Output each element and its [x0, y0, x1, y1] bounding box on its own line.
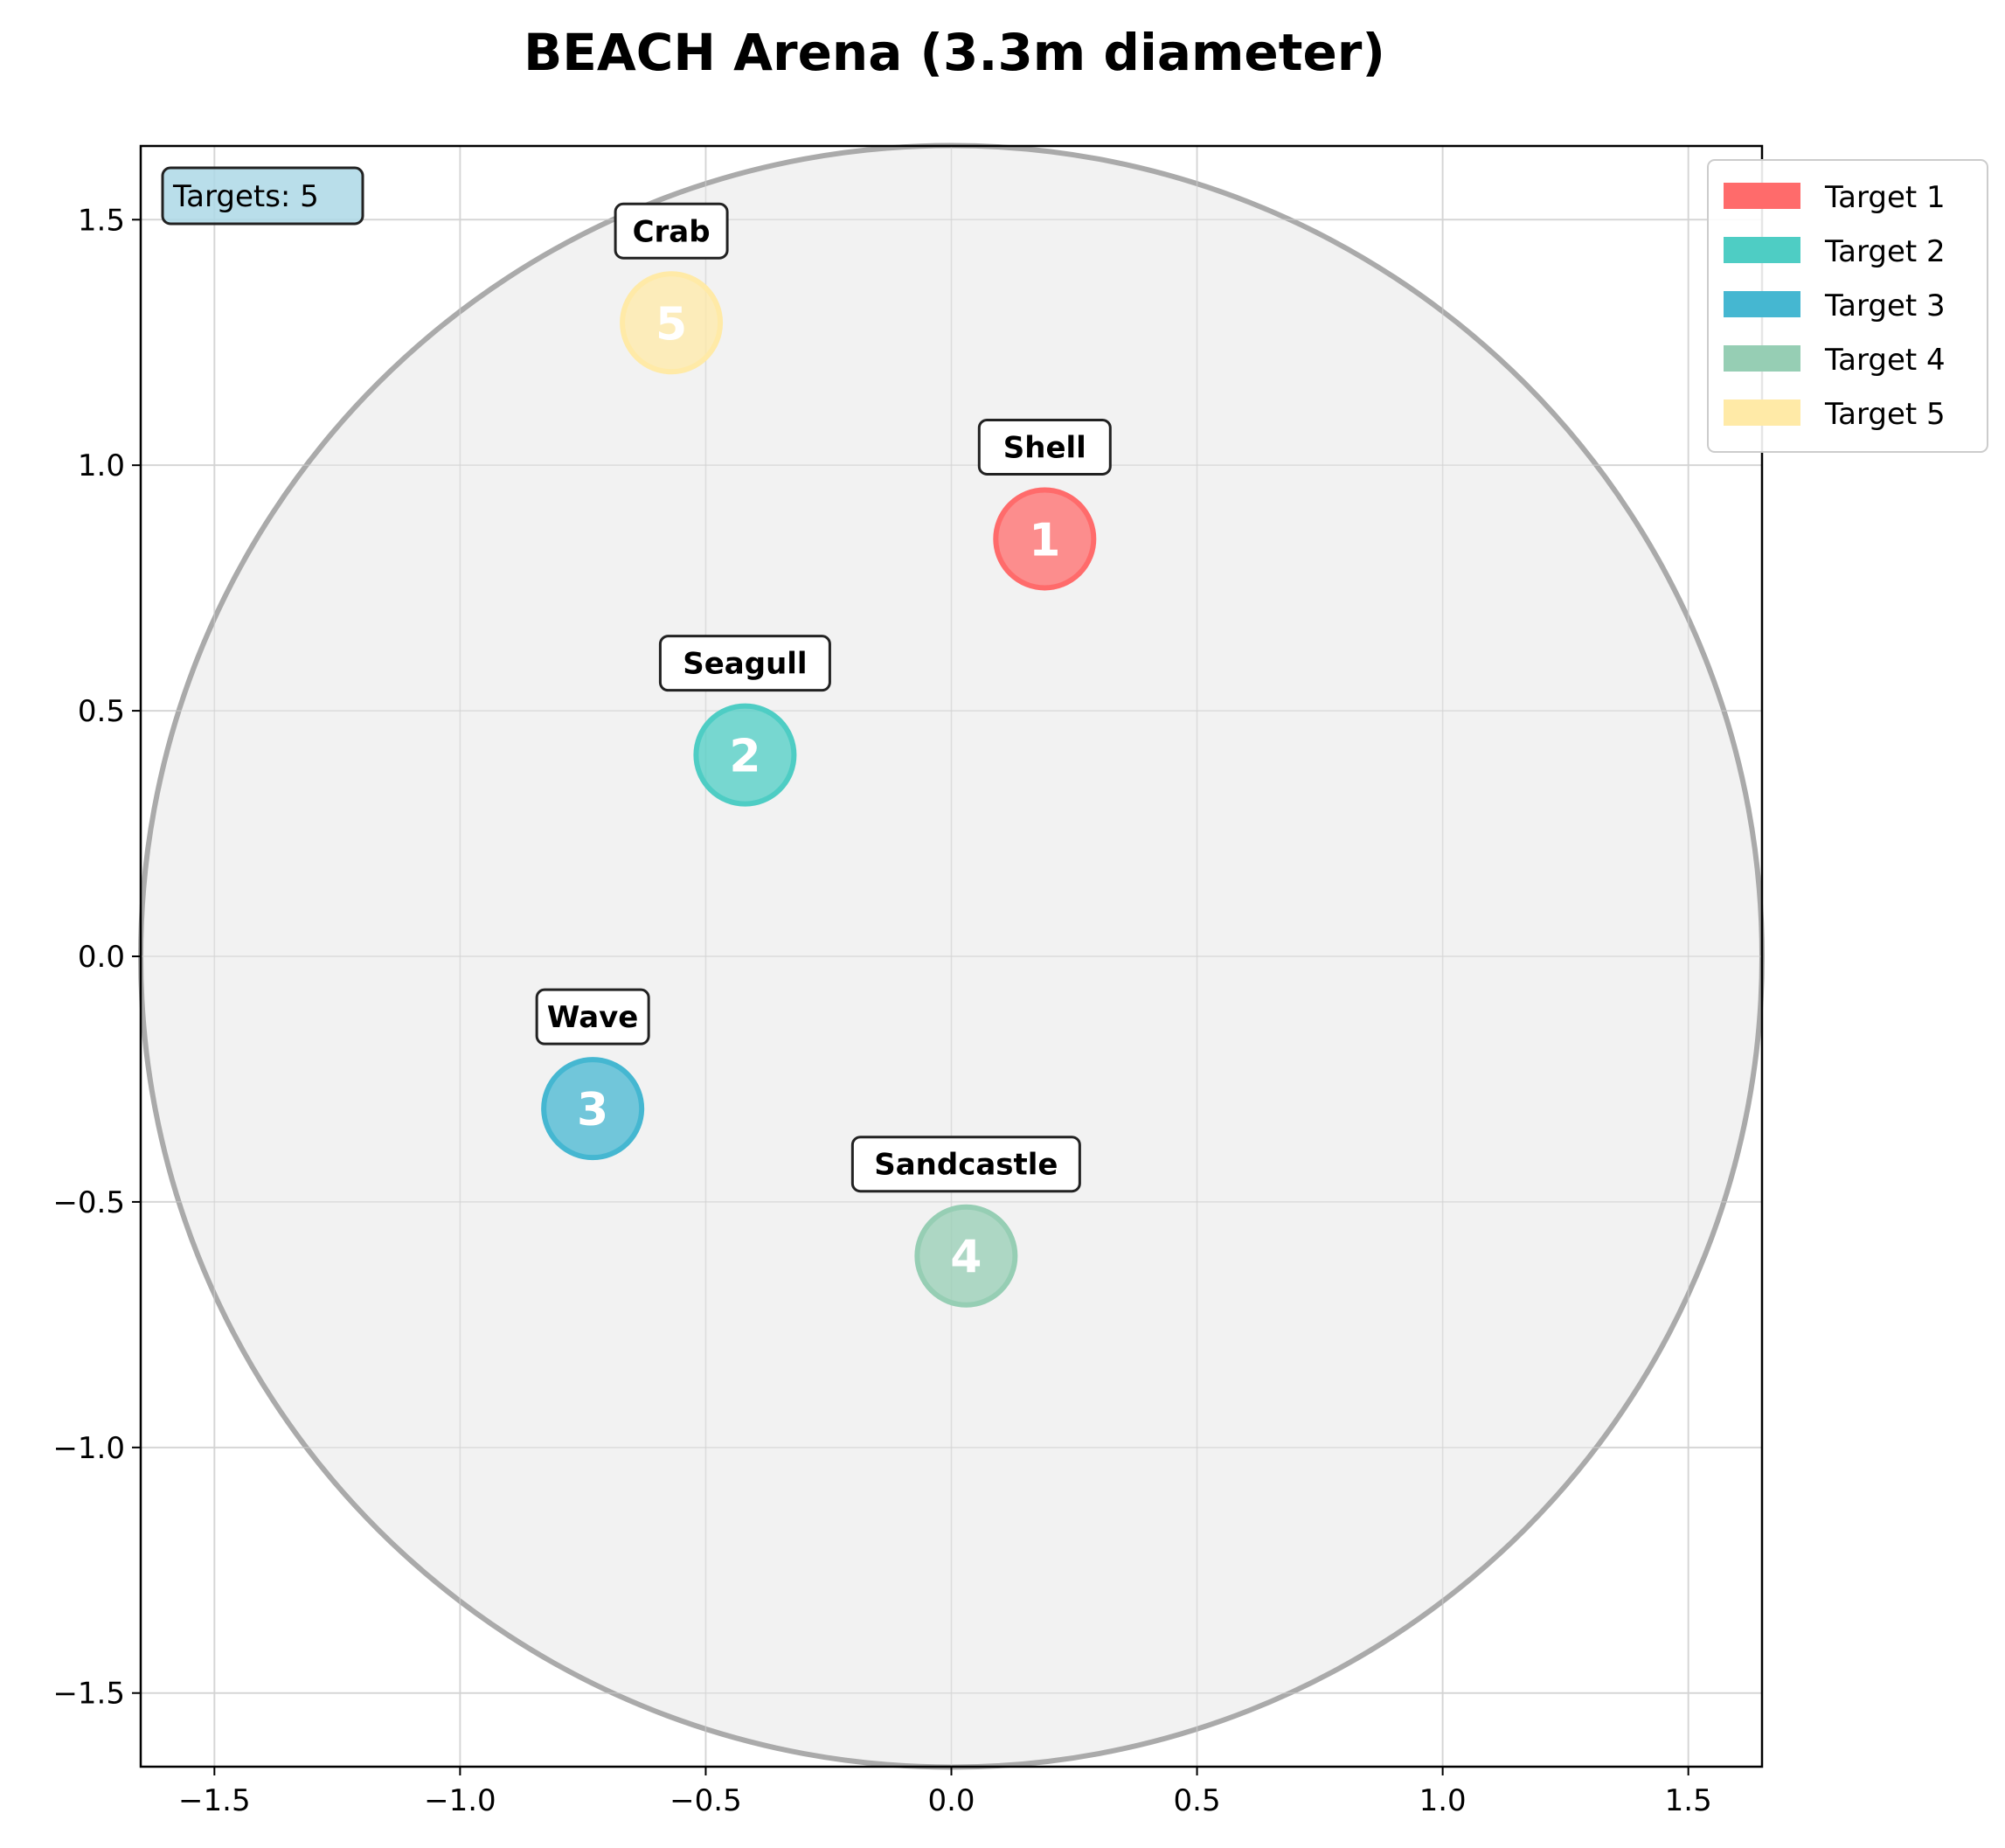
legend-label: Target 4 — [1824, 343, 1946, 378]
y-tick-label: 1.0 — [78, 448, 125, 483]
legend-label: Target 1 — [1824, 180, 1946, 215]
badge-box — [161, 166, 364, 226]
target-marker: 2 Seagull — [658, 635, 831, 807]
legend-entry: Target 1 — [1724, 180, 1946, 215]
target-name: Seagull — [683, 647, 807, 682]
legend-swatch — [1724, 183, 1800, 209]
y-tick-label: 0.5 — [78, 694, 125, 729]
target-name-box — [535, 988, 650, 1046]
y-tick-label: 0.0 — [78, 940, 125, 975]
x-tick-label: −0.5 — [669, 1783, 742, 1818]
target-name-box — [977, 418, 1112, 476]
target-point — [541, 1057, 645, 1161]
target-marker: 3 Wave — [535, 988, 650, 1161]
target-name: Wave — [547, 1000, 638, 1035]
chart-title: BEACH Arena (3.3m diameter) — [524, 23, 1385, 82]
x-tick-label: −1.5 — [178, 1783, 251, 1818]
legend-swatch — [1724, 237, 1800, 263]
target-name-box — [658, 635, 831, 692]
badge-text: Targets: 5 — [172, 179, 319, 214]
legend-entry: Target 5 — [1724, 397, 1946, 432]
y-tick-label: −0.5 — [52, 1185, 125, 1220]
targets: 1 Shell 2 Seagull 3 Wave 4 Sandcastle 5 Crab — [535, 202, 1112, 1308]
legend: Target 1 Target 2 Target 3 Target 4 Target 5 — [1707, 159, 1988, 453]
legend-box — [1707, 159, 1988, 453]
x-tick-label: 1.0 — [1419, 1783, 1467, 1818]
legend-label: Target 3 — [1824, 288, 1946, 323]
target-name: Sandcastle — [874, 1148, 1058, 1183]
target-number: 5 — [656, 298, 687, 351]
x-tick-label: 1.5 — [1665, 1783, 1712, 1818]
legend-entry: Target 4 — [1724, 343, 1946, 378]
y-tick-label: −1.5 — [52, 1677, 125, 1712]
x-tick-label: 0.0 — [927, 1783, 975, 1818]
target-name-box — [614, 202, 729, 260]
x-tick-label: 0.5 — [1174, 1783, 1221, 1818]
arena-area — [138, 142, 1765, 1770]
legend-swatch — [1724, 291, 1800, 317]
target-number: 3 — [577, 1084, 608, 1136]
target-point — [914, 1204, 1018, 1308]
target-marker: 1 Shell — [977, 418, 1112, 591]
y-tick-label: −1.0 — [52, 1431, 125, 1466]
target-point — [620, 271, 724, 375]
legend-swatch — [1724, 399, 1800, 426]
legend-entry: Target 2 — [1724, 234, 1946, 269]
x-tick-label: −1.0 — [424, 1783, 496, 1818]
target-number: 2 — [729, 731, 760, 783]
axis-ticks: −1.5 −1.0 −0.5 0.0 0.5 1.0 1.5 1.5 1.0 0.5 0.0 −0.5… — [52, 203, 1711, 1818]
target-name: Shell — [1003, 430, 1086, 465]
target-number: 4 — [950, 1232, 982, 1284]
legend-swatch — [1724, 345, 1800, 372]
y-tick-label: 1.5 — [78, 203, 125, 238]
target-point — [993, 487, 1097, 591]
target-point — [693, 703, 797, 807]
target-marker: 5 Crab — [614, 202, 729, 375]
target-number: 1 — [1029, 514, 1060, 566]
legend-label: Target 5 — [1824, 397, 1946, 432]
target-marker: 4 Sandcastle — [850, 1136, 1081, 1308]
targets-count-badge: Targets: 5 — [161, 166, 364, 226]
legend-label: Target 2 — [1824, 234, 1946, 269]
target-name-box — [850, 1136, 1081, 1193]
target-name: Crab — [633, 214, 711, 249]
legend-entry: Target 3 — [1724, 288, 1946, 323]
